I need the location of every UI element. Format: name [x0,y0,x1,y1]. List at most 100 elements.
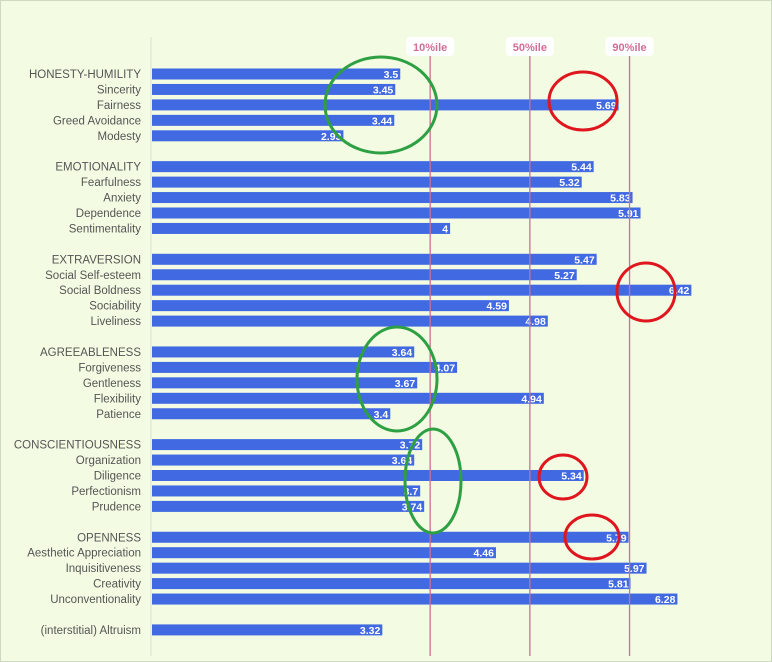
bar-organization [152,454,415,466]
reference-label: 90%ile [612,42,646,54]
value-label: 3.67 [395,378,416,390]
reference-label: 50%ile [513,42,547,54]
bar-conscientiousness [152,439,423,451]
bar-gentleness [152,377,418,389]
bar--interstitial-altruism [152,624,383,636]
annotation-ellipse-low-scores-honesty-humility [323,55,439,155]
bar-honesty-humility [152,68,401,80]
value-label: 4.94 [521,393,542,405]
bar-sincerity [152,83,396,95]
bar-greed-avoidance [152,114,395,126]
category-label: (interstitial) Altruism [41,625,141,637]
category-label: Social Boldness [59,285,141,297]
category-label: EMOTIONALITY [55,162,141,174]
bar-creativity [152,578,631,590]
value-label: 4 [442,223,448,235]
value-label: 3.44 [372,115,393,127]
bar-patience [152,408,391,420]
annotation-ellipse-high-score-openness [563,513,621,561]
annotation-ellipse-high-score-fairness [547,70,619,132]
annotation-ellipse-low-scores-agreeableness [355,325,439,433]
category-label: Fearfulness [81,177,141,189]
reference-label-box [605,37,654,56]
category-label: Modesty [98,131,142,143]
bar-diligence [152,470,584,481]
bar-prudence [152,500,425,512]
annotation-ellipse-high-score-diligence [537,453,589,501]
bar-fearfulness [152,176,582,188]
bar-openness [152,531,629,543]
category-label: OPENNESS [77,532,141,544]
category-label: Prudence [92,501,141,513]
value-label: 5.44 [571,162,592,174]
category-label: Inquisitiveness [66,563,142,575]
bar-social-self-esteem [152,269,577,281]
category-label: Aesthetic Appreciation [27,548,141,560]
value-label: 5.83 [610,193,631,205]
bar-fairness [152,99,619,111]
reference-label-box [505,37,554,56]
value-label: 5.47 [574,254,595,266]
value-label: 3.74 [402,501,423,513]
category-label: Organization [76,455,141,467]
category-label: Sentimentality [69,223,141,235]
bar-dependence [152,207,641,219]
bar-social-boldness [152,284,692,296]
value-label: 4.46 [474,548,495,560]
bar-aesthetic-appreciation [152,547,496,559]
value-label: 6.42 [669,285,690,297]
category-label: Flexibility [94,393,142,405]
category-label: Gentleness [83,378,141,390]
value-label: 5.32 [559,177,580,189]
value-label: 5.34 [561,471,582,483]
bar-emotionality [152,161,594,173]
category-label: Greed Avoidance [53,115,141,127]
reference-label: 10%ile [413,42,447,54]
value-label: 5.81 [608,579,629,591]
value-label: 5.27 [554,270,575,282]
bar-inquisitiveness [152,562,647,574]
bar-forgiveness [152,361,458,373]
value-label: 5.69 [596,100,617,112]
value-label: 5.91 [618,208,639,220]
value-label: 4.59 [486,301,507,313]
category-label: Unconventionality [50,594,141,606]
value-label: 5.79 [606,532,627,544]
value-label: 5.97 [624,563,645,575]
category-label: Anxiety [103,193,141,205]
category-label: Fairness [97,100,141,112]
bar-unconventionality [152,593,678,605]
value-label: 3.64 [392,347,413,359]
value-label: 3.5 [384,69,399,81]
bar-sentimentality [152,222,451,234]
annotation-ellipse-low-scores-conscientiousness [403,427,463,535]
value-label: 3.45 [373,84,394,96]
category-label: CONSCIENTIOUSNESS [14,440,141,452]
bar-extraversion [152,253,597,265]
category-label: EXTRAVERSION [52,254,141,266]
category-label: Patience [96,409,141,421]
category-label: Diligence [94,471,141,483]
category-label: Dependence [76,208,141,220]
value-label: 4.98 [525,316,546,328]
bar-modesty [152,130,344,142]
bar-perfectionism [152,485,421,497]
value-label: 3.32 [360,625,381,637]
category-label: Sociability [89,301,141,313]
value-label: 6.28 [655,594,676,606]
bar-agreeableness [152,346,415,358]
bar-anxiety [152,192,633,204]
bar-flexibility [152,392,544,404]
value-label: 3.4 [374,409,389,421]
category-label: Liveliness [91,316,142,328]
bar-sociability [152,300,509,312]
category-label: Social Self-esteem [45,270,141,282]
bar-liveliness [152,315,548,327]
value-label: 4.07 [435,362,456,374]
category-label: Sincerity [97,84,141,96]
category-label: Perfectionism [71,486,141,498]
annotation-ellipse-high-score-social-boldness [615,261,677,323]
category-label: Creativity [93,579,141,591]
